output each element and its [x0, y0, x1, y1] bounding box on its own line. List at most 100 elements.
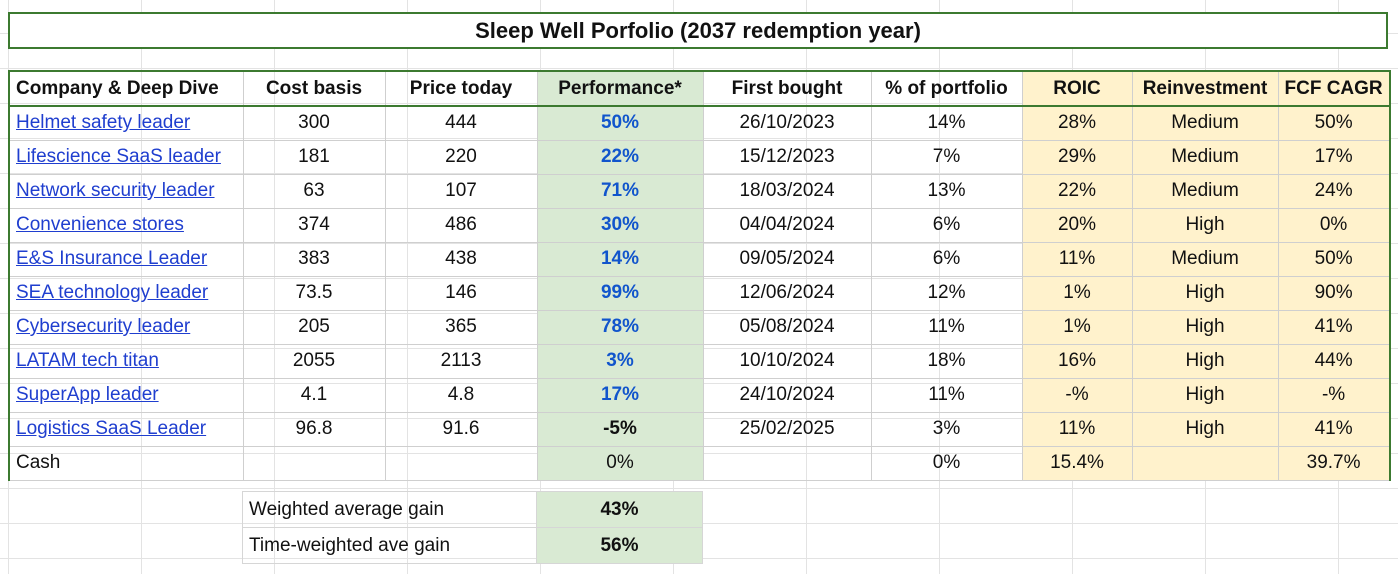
- company-cell: Lifescience SaaS leader: [8, 139, 244, 175]
- performance-value: -5%: [603, 418, 637, 439]
- table-row: SuperApp leader 4.1 4.8 17% 24/10/2024 11% -% H…: [8, 377, 1391, 413]
- reinvestment-cell: Medium: [1131, 173, 1279, 209]
- company-deep-dive-link[interactable]: Convenience stores: [16, 214, 184, 235]
- header-performance: Performance*: [536, 70, 704, 107]
- cost-basis-cell: 300: [242, 105, 386, 141]
- header-first-bought: First bought: [702, 70, 872, 107]
- company-cell: LATAM tech titan: [8, 343, 244, 379]
- first-bought-cell: 09/05/2024: [702, 241, 872, 277]
- summary-value: 56%: [536, 527, 703, 564]
- company-cell: Convenience stores: [8, 207, 244, 243]
- header-row: Company & Deep Dive Cost basis Price tod…: [8, 70, 1391, 107]
- fcf-cagr-cell: 17%: [1277, 139, 1391, 175]
- roic-cell: 28%: [1021, 105, 1133, 141]
- reinvestment-cell: High: [1131, 275, 1279, 311]
- fcf-cagr-cell: 24%: [1277, 173, 1391, 209]
- roic-cell: 16%: [1021, 343, 1133, 379]
- first-bought-cell: 24/10/2024: [702, 377, 872, 413]
- roic-cell: 1%: [1021, 309, 1133, 345]
- fcf-cagr-cell: -%: [1277, 377, 1391, 413]
- price-today-cell: 220: [384, 139, 538, 175]
- pct-portfolio-cell: 12%: [870, 275, 1023, 311]
- price-today-cell: [384, 445, 538, 481]
- company-deep-dive-link[interactable]: Network security leader: [16, 180, 215, 201]
- company-deep-dive-link[interactable]: Helmet safety leader: [16, 112, 191, 134]
- price-today-cell: 107: [384, 173, 538, 209]
- header-cost-basis: Cost basis: [242, 70, 386, 107]
- performance-value: 22%: [600, 146, 640, 167]
- company-deep-dive-link[interactable]: Cybersecurity leader: [16, 316, 191, 337]
- cost-basis-cell: 181: [242, 139, 386, 175]
- performance-value: 78%: [600, 316, 640, 337]
- fcf-cagr-cell: 0%: [1277, 207, 1391, 243]
- performance-cell: 17%: [536, 377, 704, 413]
- cost-basis-cell: 73.5: [242, 275, 386, 311]
- performance-value: 99%: [600, 282, 640, 303]
- performance-cell: 50%: [536, 105, 704, 141]
- summary-table: Weighted average gain 43% Time-weighted …: [242, 491, 703, 564]
- portfolio-rows: Helmet safety leader 300 444 50% 26/10/2023 1…: [8, 105, 1391, 481]
- reinvestment-cell: Medium: [1131, 139, 1279, 175]
- performance-cell: 78%: [536, 309, 704, 345]
- pct-portfolio-cell: 6%: [870, 241, 1023, 277]
- summary-row: Weighted average gain 43%: [242, 491, 703, 528]
- company-deep-dive-link[interactable]: SuperApp leader: [16, 384, 159, 405]
- roic-cell: 11%: [1021, 241, 1133, 277]
- company-cell: SEA technology leader: [8, 275, 244, 311]
- price-today-cell: 438: [384, 241, 538, 277]
- reinvestment-cell: High: [1131, 411, 1279, 447]
- table-row: Network security leader 63 107 71% 18/03/202…: [8, 173, 1391, 209]
- sheet-title: Sleep Well Porfolio (2037 redemption yea…: [8, 12, 1388, 49]
- price-today-cell: 444: [384, 105, 538, 141]
- table-row: Convenience stores 374 486 30% 04/04/2024 6% 2…: [8, 207, 1391, 243]
- pct-portfolio-cell: 14%: [870, 105, 1023, 141]
- price-today-cell: 91.6: [384, 411, 538, 447]
- first-bought-cell: 15/12/2023: [702, 139, 872, 175]
- performance-cell: 99%: [536, 275, 704, 311]
- company-cell: SuperApp leader: [8, 377, 244, 413]
- header-fcf-cagr: FCF CAGR: [1277, 70, 1391, 107]
- company-cell: Network security leader: [8, 173, 244, 209]
- fcf-cagr-cell: 50%: [1277, 241, 1391, 277]
- pct-portfolio-cell: 7%: [870, 139, 1023, 175]
- pct-portfolio-cell: 6%: [870, 207, 1023, 243]
- performance-value: 3%: [606, 350, 634, 371]
- first-bought-cell: 04/04/2024: [702, 207, 872, 243]
- reinvestment-cell: Medium: [1131, 105, 1279, 141]
- table-row: SEA technology leader 73.5 146 99% 12/06/202…: [8, 275, 1391, 311]
- price-today-cell: 365: [384, 309, 538, 345]
- cost-basis-cell: 63: [242, 173, 386, 209]
- portfolio-table: Company & Deep Dive Cost basis Price tod…: [8, 70, 1391, 481]
- roic-cell: 15.4%: [1021, 445, 1133, 481]
- fcf-cagr-cell: 50%: [1277, 105, 1391, 141]
- reinvestment-cell: High: [1131, 377, 1279, 413]
- table-row: Helmet safety leader 300 444 50% 26/10/2023 1…: [8, 105, 1391, 141]
- performance-cell: 3%: [536, 343, 704, 379]
- summary-value: 43%: [536, 491, 703, 528]
- company-deep-dive-link[interactable]: LATAM tech titan: [16, 350, 159, 371]
- cost-basis-cell: 374: [242, 207, 386, 243]
- roic-cell: -%: [1021, 377, 1133, 413]
- pct-portfolio-cell: 3%: [870, 411, 1023, 447]
- table-row: LATAM tech titan 2055 2113 3% 10/10/2024 18% 1…: [8, 343, 1391, 379]
- company-deep-dive-link[interactable]: E&S Insurance Leader: [16, 248, 208, 269]
- reinvestment-cell: Medium: [1131, 241, 1279, 277]
- company-deep-dive-link[interactable]: Lifescience SaaS leader: [16, 146, 221, 167]
- cost-basis-cell: 4.1: [242, 377, 386, 413]
- price-today-cell: 2113: [384, 343, 538, 379]
- company-cell: Logistics SaaS Leader: [8, 411, 244, 447]
- summary-label: Time-weighted ave gain: [242, 527, 537, 564]
- company-cell: Cybersecurity leader: [8, 309, 244, 345]
- table-row: E&S Insurance Leader 383 438 14% 09/05/2024 6…: [8, 241, 1391, 277]
- pct-portfolio-cell: 0%: [870, 445, 1023, 481]
- company-deep-dive-link[interactable]: Logistics SaaS Leader: [16, 418, 207, 439]
- pct-portfolio-cell: 11%: [870, 377, 1023, 413]
- fcf-cagr-cell: 90%: [1277, 275, 1391, 311]
- cash-row: Cash 0% 0% 15.4% 39.7%: [8, 445, 1391, 481]
- table-row: Cybersecurity leader 205 365 78% 05/08/2024 1…: [8, 309, 1391, 345]
- price-today-cell: 146: [384, 275, 538, 311]
- fcf-cagr-cell: 44%: [1277, 343, 1391, 379]
- header-reinvestment: Reinvestment: [1131, 70, 1279, 107]
- reinvestment-cell: [1131, 445, 1279, 481]
- company-deep-dive-link[interactable]: SEA technology leader: [16, 282, 209, 303]
